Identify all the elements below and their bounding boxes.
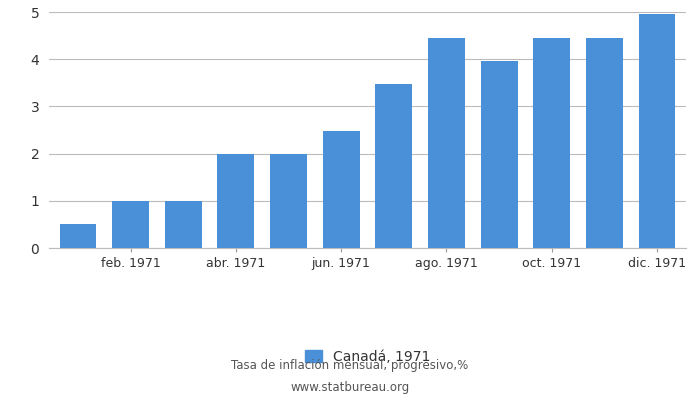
Bar [164, 201, 202, 248]
Bar [60, 224, 97, 248]
Bar [533, 38, 570, 248]
Bar [218, 154, 254, 248]
Bar [323, 132, 360, 248]
Text: Tasa de inflación mensual, progresivo,%: Tasa de inflación mensual, progresivo,% [232, 360, 468, 372]
Bar [638, 14, 675, 248]
Text: www.statbureau.org: www.statbureau.org [290, 381, 410, 394]
Bar [481, 61, 517, 248]
Bar [270, 154, 307, 248]
Bar [112, 201, 149, 248]
Bar [428, 38, 465, 248]
Legend: Canadá, 1971: Canadá, 1971 [305, 350, 430, 364]
Bar [586, 38, 623, 248]
Bar [375, 84, 412, 248]
